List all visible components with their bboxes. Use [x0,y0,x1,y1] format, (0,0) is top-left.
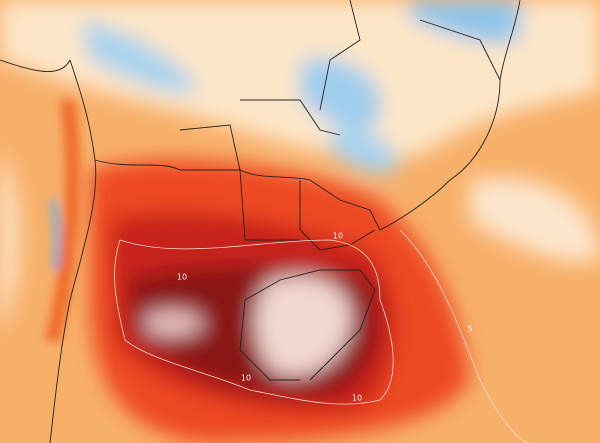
contour-labels: 10 10 10 10 5 [177,232,473,403]
contour-label: 10 [333,232,343,241]
contour-label: 10 [241,374,251,383]
contour-label: 10 [177,273,187,282]
contour-label: 10 [352,394,362,403]
contours [114,229,531,443]
borders [0,0,521,443]
coast-detail [45,100,80,343]
contour-label: 5 [467,325,472,334]
